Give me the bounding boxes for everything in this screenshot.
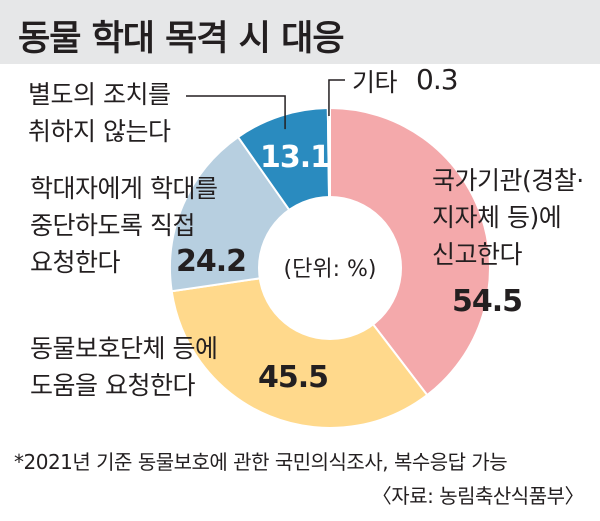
value-label-ask-abuser: 24.2	[176, 244, 247, 279]
category-label-line: 기타	[352, 68, 398, 97]
category-label-line: 요청한다	[30, 248, 121, 277]
category-label-other: 기타	[352, 64, 398, 101]
category-label-no-action: 별도의 조치를 취하지 않는다	[28, 76, 171, 150]
category-label-ask-abuser: 학대자에게 학대를 중단하도록 직접 요청한다	[30, 170, 218, 281]
category-label-line: 취하지 않는다	[28, 117, 171, 146]
category-label-line: 중단하도록 직접	[30, 211, 195, 240]
center-unit-label: (단위: %)	[284, 257, 377, 282]
category-label-line: 신고한다	[432, 240, 523, 269]
category-label-line: 도움을 요청한다	[30, 371, 195, 400]
category-label-line: 국가기관(경찰·	[432, 166, 584, 195]
leader-line-no-action	[186, 95, 286, 130]
category-label-report: 국가기관(경찰· 지자체 등)에 신고한다	[432, 162, 584, 273]
chart-title: 동물 학대 목격 시 대응	[18, 19, 345, 59]
leader-line-other	[328, 79, 345, 117]
value-label-no-action: 13.1	[260, 140, 331, 175]
slice-report	[329, 106, 491, 397]
survey-footnote: *2021년 기준 동물보호에 관한 국민의식조사, 복수응답 가능	[14, 450, 508, 474]
category-label-line: 별도의 조치를	[28, 80, 171, 109]
source-footnote: 〈자료: 농림축산식품부〉	[371, 484, 585, 508]
donut-hole	[258, 196, 402, 340]
category-label-line: 학대자에게 학대를	[30, 174, 218, 203]
category-label-group-help: 동물보호단체 등에 도움을 요청한다	[30, 330, 218, 404]
category-label-line: 동물보호단체 등에	[30, 334, 218, 363]
category-label-line: 지자체 등)에	[432, 203, 562, 232]
slice-group-help	[170, 266, 429, 429]
value-label-report: 54.5	[452, 284, 523, 319]
title-bar: 동물 학대 목격 시 대응	[0, 0, 600, 64]
value-label-other: 0.3	[416, 63, 459, 96]
value-label-group-help: 45.5	[258, 360, 329, 395]
